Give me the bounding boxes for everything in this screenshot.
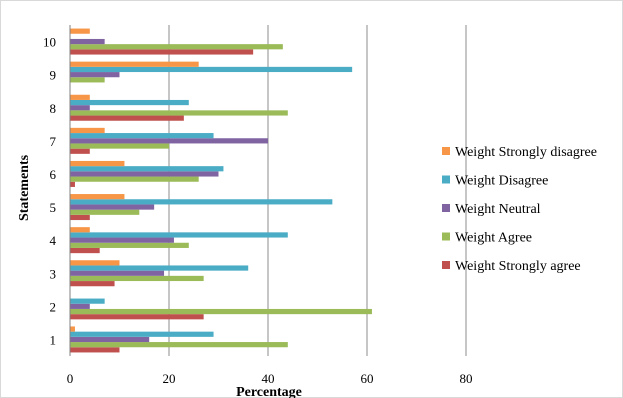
- bars-group: [70, 28, 372, 353]
- bar-statement-10-series-3: [70, 38, 105, 45]
- bar-statement-6-series-1: [70, 181, 75, 187]
- legend-swatch-4: [442, 232, 450, 241]
- legend-label-3: Weight Neutral: [455, 202, 541, 217]
- y-tick-label-3: 3: [50, 266, 57, 281]
- bar-statement-5-series-3: [70, 204, 155, 210]
- bar-statement-8-series-4: [70, 99, 189, 106]
- bar-statement-3-series-1: [70, 281, 115, 287]
- x-tick-labels: 0 20 40 60 80: [67, 371, 473, 386]
- bar-statement-1-series-3: [70, 336, 150, 343]
- y-tick-label-2: 2: [50, 299, 57, 314]
- legend: Weight Strongly disagree Weight Disagree W…: [442, 145, 597, 274]
- bar-statement-4-series-1: [70, 247, 100, 254]
- bar-statement-1-series-2: [70, 342, 288, 348]
- legend-swatch-2: [442, 175, 450, 184]
- bar-statement-9-series-3: [70, 72, 120, 78]
- y-tick-label-6: 6: [50, 167, 57, 182]
- x-tick-label-0: 0: [67, 371, 74, 386]
- legend-swatch-3: [442, 204, 450, 212]
- bar-statement-2-series-3: [70, 303, 90, 309]
- y-tick-label-1: 1: [50, 332, 57, 347]
- bar-statement-8-series-1: [70, 115, 184, 121]
- bar-statement-10-series-2: [70, 44, 283, 50]
- legend-swatch-1: [442, 147, 450, 155]
- bar-statement-3-series-2: [70, 275, 204, 282]
- bar-statement-5-series-2: [70, 209, 140, 215]
- y-tick-labels: 1 2 3 4 5 6 7 8 9 10: [43, 35, 57, 348]
- y-tick-label-9: 9: [50, 68, 57, 83]
- x-tick-label-80: 80: [460, 371, 473, 386]
- y-tick-label-4: 4: [50, 233, 57, 248]
- bar-statement-2-series-2: [70, 308, 372, 315]
- x-axis-title: Percentage: [236, 385, 302, 398]
- bar-statement-6-series-3: [70, 171, 219, 177]
- legend-label-4: Weight Agree: [455, 231, 532, 246]
- bar-statement-1-series-5: [70, 326, 75, 332]
- y-tick-label-5: 5: [50, 200, 57, 215]
- x-tick-label-60: 60: [361, 371, 374, 386]
- bar-statement-1-series-4: [70, 331, 214, 337]
- bar-statement-3-series-4: [70, 265, 249, 271]
- bar-statement-3-series-3: [70, 270, 165, 276]
- bar-statement-6-series-4: [70, 166, 224, 172]
- bar-statement-8-series-5: [70, 94, 90, 100]
- bar-statement-6-series-5: [70, 160, 125, 167]
- legend-swatch-5: [442, 261, 450, 269]
- x-tick-label-40: 40: [262, 371, 275, 386]
- bar-statement-5-series-5: [70, 194, 125, 200]
- bar-statement-4-series-5: [70, 227, 90, 233]
- y-axis-title: Statements: [17, 154, 32, 221]
- bar-statement-5-series-1: [70, 214, 90, 221]
- bar-statement-5-series-4: [70, 199, 333, 205]
- bar-statement-4-series-2: [70, 242, 189, 248]
- bar-statement-6-series-2: [70, 176, 199, 182]
- bar-statement-2-series-1: [70, 314, 204, 320]
- bar-statement-1-series-1: [70, 347, 120, 353]
- bar-statement-2-series-4: [70, 298, 105, 304]
- bar-statement-7-series-5: [70, 127, 105, 134]
- legend-label-5: Weight Strongly agree: [455, 259, 581, 274]
- y-tick-label-7: 7: [50, 134, 57, 149]
- bar-statement-9-series-4: [70, 66, 353, 73]
- y-tick-label-8: 8: [50, 101, 57, 116]
- bar-statement-8-series-2: [70, 110, 288, 116]
- bar-statement-7-series-2: [70, 143, 169, 149]
- bar-statement-8-series-3: [70, 105, 90, 111]
- x-tick-label-20: 20: [163, 371, 176, 386]
- bar-statement-3-series-5: [70, 260, 120, 266]
- bar-statement-4-series-4: [70, 232, 288, 238]
- bar-statement-10-series-1: [70, 49, 254, 55]
- bar-statement-10-series-5: [70, 28, 90, 34]
- bar-statement-7-series-1: [70, 148, 90, 154]
- legend-label-1: Weight Strongly disagree: [455, 145, 597, 160]
- gridlines: [168, 25, 467, 356]
- bar-statement-4-series-3: [70, 237, 174, 243]
- bar-statement-9-series-2: [70, 77, 105, 83]
- legend-label-2: Weight Disagree: [455, 174, 548, 189]
- y-tick-label-10: 10: [43, 35, 56, 50]
- bar-statement-7-series-4: [70, 133, 214, 139]
- bar-statement-9-series-5: [70, 61, 199, 67]
- bar-statement-7-series-3: [70, 138, 268, 144]
